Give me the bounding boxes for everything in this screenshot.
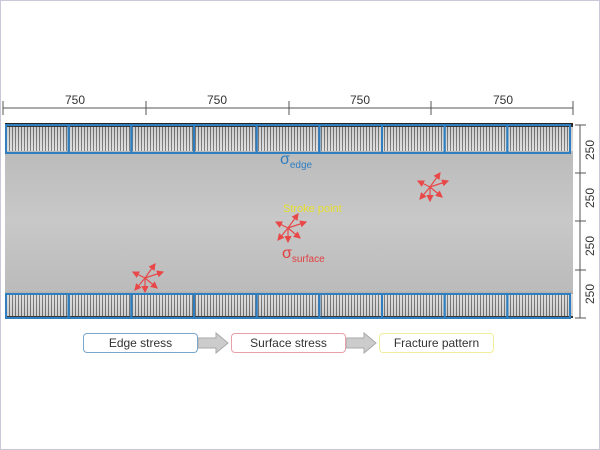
stress-arrow [429, 179, 450, 188]
stress-arrow [274, 221, 289, 229]
stress-arrow [144, 263, 156, 279]
edge-segments-bottom [5, 293, 572, 319]
glass-panel [5, 123, 573, 318]
sigma-surface-label: σsurface [282, 245, 325, 265]
stress-arrow [287, 227, 301, 239]
stress-arrow [287, 220, 308, 229]
sigma-edge-subscript: edge [290, 160, 313, 171]
flow-arrow-1 [197, 331, 229, 355]
dim-v-4: 250 [583, 284, 597, 304]
dim-v-2: 250 [583, 188, 597, 208]
flow-edge-stress: Edge stress [83, 333, 198, 353]
stroke-point-label: Stroke point [283, 203, 342, 215]
stress-arrow [277, 227, 289, 241]
dim-h-3: 750 [350, 93, 370, 107]
edge-band-bottom [5, 294, 573, 316]
dim-h-2: 750 [207, 93, 227, 107]
stress-arrow [144, 270, 165, 279]
stress-arrows [131, 172, 450, 294]
flow-arrow-2 [345, 331, 377, 355]
stress-arrow [134, 277, 146, 291]
stress-arrow [287, 213, 299, 229]
edge-segments-top [5, 124, 572, 154]
dim-v-3: 250 [583, 236, 597, 256]
stress-arrow [131, 271, 146, 279]
stress-arrow [429, 172, 441, 188]
edge-band-top [5, 127, 573, 151]
sigma-edge-symbol: σ [280, 151, 290, 168]
stress-arrow [144, 277, 158, 289]
sigma-surface-subscript: surface [292, 254, 325, 265]
dim-h-1: 750 [65, 93, 85, 107]
edge-segment [506, 124, 572, 154]
sigma-surface-symbol: σ [282, 245, 292, 262]
stress-arrow [429, 186, 443, 198]
dim-v-1: 250 [583, 140, 597, 160]
edge-segment [506, 293, 572, 319]
sigma-edge-label: σedge [280, 151, 313, 171]
stress-arrow [419, 186, 431, 200]
flow-surface-stress: Surface stress [231, 333, 346, 353]
stress-arrow [416, 180, 431, 188]
dim-h-4: 750 [493, 93, 513, 107]
flow-fracture-pattern: Fracture pattern [379, 333, 494, 353]
